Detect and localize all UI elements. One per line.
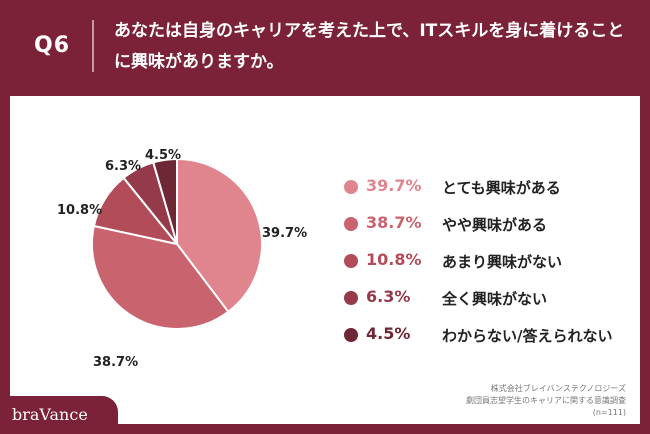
legend-swatch-4: [344, 291, 358, 305]
legend-swatch-5: [344, 328, 358, 342]
legend-value-1: 39.7%: [366, 176, 422, 195]
pie-value-label-2: 38.7%: [93, 355, 138, 370]
question-number: Q6: [34, 33, 71, 58]
legend-value-2: 38.7%: [366, 213, 422, 232]
legend-item-3: 10.8% あまり興味がない: [340, 250, 640, 287]
legend-item-1: 39.7% とても興味がある: [340, 176, 640, 213]
pie-slice-2: [91, 224, 230, 330]
legend-label-5: わからない/答えられない: [442, 327, 613, 345]
legend-label-2: やや興味がある: [442, 216, 548, 234]
legend-value-4: 6.3%: [366, 287, 411, 306]
brand-logo: braVance: [0, 396, 118, 434]
legend-label-3: あまり興味がない: [442, 253, 563, 271]
source-survey: 劇団員志望学生のキャリアに関する意識調査: [466, 396, 626, 405]
legend-label-1: とても興味がある: [442, 179, 561, 197]
pie-value-label-3: 10.8%: [57, 203, 102, 218]
legend: 39.7% とても興味がある 38.7% やや興味がある 10.8% あまり興味がない 6.…: [340, 176, 640, 361]
pie-value-label-4: 6.3%: [105, 159, 141, 174]
source-sample-size: (n=111): [592, 408, 626, 417]
legend-swatch-3: [344, 254, 358, 268]
source-note: 株式会社ブレイバンステクノロジーズ 劇団員志望学生のキャリアに関する意識調査 (…: [366, 383, 626, 419]
pie-value-label-5: 4.5%: [145, 148, 181, 163]
legend-swatch-1: [344, 180, 358, 194]
legend-item-4: 6.3% 全く興味がない: [340, 287, 640, 324]
question-text: あなたは自身のキャリアを考えた上で、ITスキルを身に着けることに興味がありますか…: [114, 21, 625, 72]
legend-label-4: 全く興味がない: [442, 290, 548, 308]
pie-chart-area: 39.7% 38.7% 10.8% 6.3% 4.5%: [10, 96, 340, 424]
legend-swatch-2: [344, 217, 358, 231]
header-divider: [92, 20, 94, 72]
pie-slice-1: [176, 157, 263, 314]
pie-chart: 39.7% 38.7% 10.8% 6.3% 4.5%: [57, 148, 307, 370]
legend-item-5: 4.5% わからない/答えられない: [340, 324, 640, 361]
brand-logo-text: braVance: [12, 405, 88, 424]
legend-value-5: 4.5%: [366, 324, 411, 343]
source-company: 株式会社ブレイバンステクノロジーズ: [490, 384, 626, 393]
chart-panel: 39.7% 38.7% 10.8% 6.3% 4.5% 39.7% とても興味がある 38.…: [10, 96, 640, 424]
pie-value-label-1: 39.7%: [262, 226, 307, 241]
legend-item-2: 38.7% やや興味がある: [340, 213, 640, 250]
header: Q6 あなたは自身のキャリアを考えた上で、ITスキルを身に着けることに興味があり…: [0, 0, 650, 92]
legend-value-3: 10.8%: [366, 250, 422, 269]
pie-slice-5: [152, 157, 178, 245]
